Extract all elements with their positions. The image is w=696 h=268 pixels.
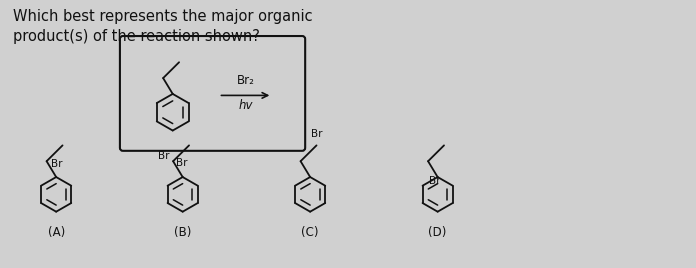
Text: product(s) of the reaction shown?: product(s) of the reaction shown?	[13, 29, 260, 44]
Text: Br₂: Br₂	[237, 75, 254, 87]
Text: (A): (A)	[47, 226, 65, 239]
Text: Br: Br	[51, 159, 62, 169]
Text: Which best represents the major organic: Which best represents the major organic	[13, 9, 313, 24]
Text: (B): (B)	[174, 226, 191, 239]
Text: Br: Br	[176, 158, 188, 168]
Text: Br: Br	[311, 129, 322, 139]
Text: (D): (D)	[429, 226, 447, 239]
Text: (C): (C)	[301, 226, 319, 239]
Text: Br: Br	[157, 151, 169, 161]
Text: hv: hv	[238, 99, 253, 112]
FancyBboxPatch shape	[120, 36, 305, 151]
Text: Br: Br	[429, 176, 440, 186]
